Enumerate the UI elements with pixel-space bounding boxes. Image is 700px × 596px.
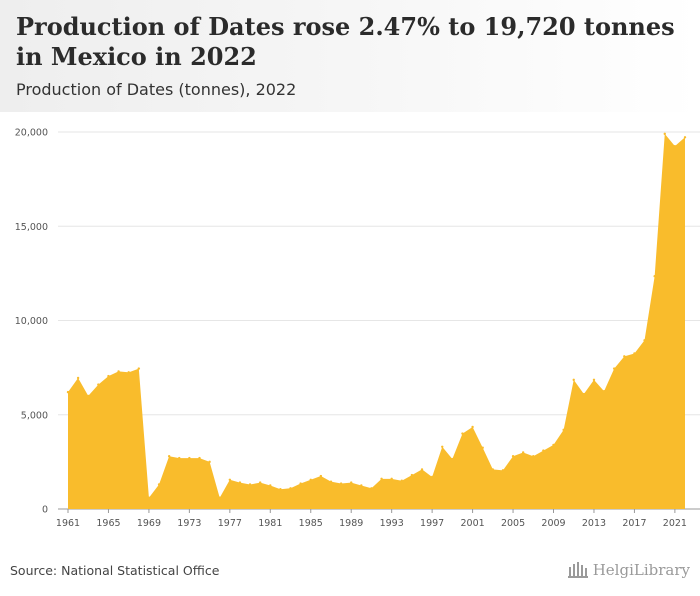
- chart-subtitle: Production of Dates (tonnes), 2022: [16, 80, 297, 99]
- data-point: [471, 425, 474, 429]
- data-point: [461, 432, 464, 435]
- data-point: [339, 482, 343, 485]
- data-point: [562, 428, 565, 432]
- data-point: [602, 389, 606, 393]
- data-point: [178, 456, 181, 460]
- x-tick-label: 1961: [56, 518, 80, 529]
- data-point: [390, 477, 393, 481]
- x-tick-label: 1969: [137, 518, 161, 529]
- data-point: [380, 477, 383, 481]
- data-point: [542, 449, 545, 452]
- data-point: [653, 275, 656, 278]
- source-note: Source: National Statistical Office: [10, 563, 220, 578]
- data-point: [198, 456, 201, 460]
- y-tick-label: 0: [42, 505, 48, 516]
- helgi-library-logo[interactable]: HelgiLibrary: [567, 561, 690, 579]
- y-tick-label: 20,000: [15, 128, 48, 139]
- data-point: [451, 457, 454, 461]
- data-point: [643, 339, 646, 342]
- data-point: [289, 487, 292, 490]
- x-tick-label: 2017: [622, 518, 646, 529]
- data-point: [673, 144, 677, 148]
- data-point: [107, 374, 110, 378]
- data-point: [299, 482, 302, 485]
- data-point: [441, 445, 444, 448]
- data-point: [592, 378, 596, 382]
- data-point: [501, 469, 505, 472]
- chart-area: 0 5,000 10,000 15,000 20,000 1961 1965 1969 197…: [0, 112, 700, 532]
- data-point: [188, 456, 191, 460]
- x-tick-label: 1973: [177, 518, 201, 529]
- data-point: [633, 352, 636, 355]
- x-tick-label: 2001: [460, 518, 484, 529]
- data-point: [137, 367, 141, 370]
- data-point: [623, 355, 626, 358]
- data-point: [612, 367, 616, 370]
- x-tick-label: 1993: [380, 518, 404, 529]
- data-point: [66, 390, 70, 394]
- y-axis: 0 5,000 10,000 15,000 20,000: [15, 128, 48, 516]
- data-point: [97, 383, 100, 386]
- data-point: [167, 455, 171, 458]
- y-tick-label: 10,000: [15, 316, 48, 327]
- data-point: [127, 371, 130, 374]
- data-point: [572, 378, 575, 382]
- data-point: [491, 468, 495, 471]
- data-point: [157, 483, 161, 486]
- data-point: [309, 478, 312, 481]
- data-point: [420, 468, 424, 471]
- x-tick-label: 2005: [501, 518, 525, 529]
- x-tick-label: 1977: [218, 518, 242, 529]
- series-area: [68, 133, 685, 509]
- x-tick-label: 2009: [541, 518, 565, 529]
- data-point: [663, 132, 666, 136]
- x-tick-label: 2013: [582, 518, 606, 529]
- data-point: [532, 455, 535, 458]
- data-point: [511, 455, 515, 458]
- page-title: Production of Dates rose 2.47% to 19,720…: [16, 12, 675, 71]
- data-point: [430, 475, 434, 479]
- data-point: [208, 460, 211, 464]
- data-point: [87, 394, 90, 398]
- data-point: [370, 487, 373, 490]
- x-tick-label: 1989: [339, 518, 363, 529]
- data-point: [360, 484, 363, 487]
- data-point: [521, 451, 525, 454]
- data-point: [147, 496, 151, 499]
- x-tick-label: 1985: [299, 518, 323, 529]
- data-point: [238, 481, 242, 484]
- data-point: [248, 483, 252, 486]
- data-point: [400, 479, 403, 482]
- data-point: [552, 443, 555, 447]
- data-point: [258, 481, 262, 484]
- x-tick-label: 2021: [663, 518, 687, 529]
- logo-text: HelgiLibrary: [592, 561, 690, 579]
- data-point: [228, 478, 232, 481]
- y-tick-label: 5,000: [21, 410, 48, 421]
- data-point: [218, 496, 221, 499]
- data-point: [269, 484, 272, 487]
- data-point: [76, 376, 80, 380]
- y-tick-label: 15,000: [15, 222, 48, 233]
- data-point: [279, 488, 282, 491]
- data-point: [481, 446, 484, 449]
- header-banner: [0, 0, 700, 112]
- area-chart: 0 5,000 10,000 15,000 20,000 1961 1965 1969 197…: [15, 128, 700, 529]
- data-point: [582, 392, 586, 396]
- series-layer: [66, 132, 687, 509]
- data-point: [410, 473, 414, 477]
- x-tick-label: 1965: [96, 518, 120, 529]
- x-axis: 1961 1965 1969 1973 1977 1981 1985 1989 1993 1997…: [56, 509, 687, 529]
- x-tick-label: 1997: [420, 518, 444, 529]
- data-point: [117, 370, 120, 373]
- data-point: [329, 480, 333, 483]
- data-point: [350, 481, 353, 484]
- library-building-icon: [567, 562, 588, 578]
- x-tick-label: 1981: [258, 518, 282, 529]
- data-point: [683, 136, 687, 139]
- data-point: [319, 474, 323, 478]
